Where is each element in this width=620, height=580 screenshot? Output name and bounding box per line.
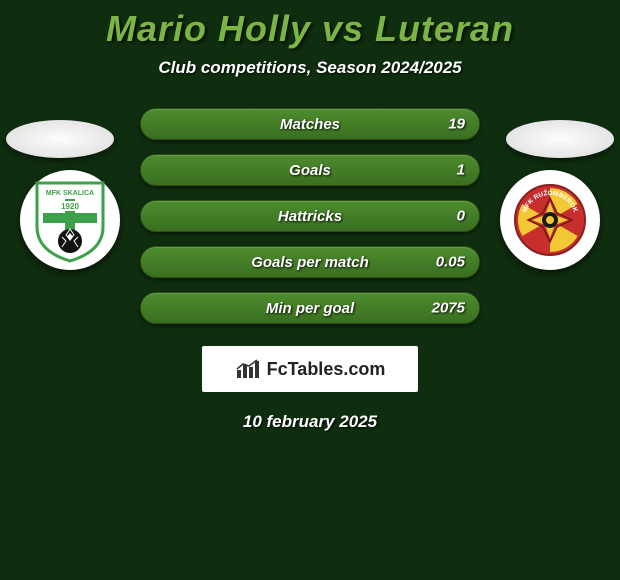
player-silhouette-left [6,120,114,158]
branding-text: FcTables.com [267,359,386,380]
subtitle: Club competitions, Season 2024/2025 [158,58,461,78]
stat-row: Min per goal 2075 [140,292,480,324]
stat-value: 0.05 [436,254,465,271]
stat-value: 1 [457,162,465,179]
svg-text:1920: 1920 [61,202,79,211]
footer-date: 10 february 2025 [243,412,377,432]
stat-row: Goals 1 [140,154,480,186]
stats-block: Matches 19 Goals 1 Hattricks 0 Goals per… [140,108,480,324]
stat-label: Min per goal [266,300,354,317]
comparison-card: Mario Holly vs Luteran Club competitions… [0,0,620,580]
stat-row: Hattricks 0 [140,200,480,232]
crest-ruzomberok-icon: MFK RUŽOMBEROK [513,183,587,257]
stat-label: Matches [280,116,340,133]
page-title: Mario Holly vs Luteran [106,8,514,50]
stat-value: 19 [448,116,465,133]
stat-label: Hattricks [278,208,342,225]
stat-value: 2075 [432,300,465,317]
svg-text:MFK SKALICA: MFK SKALICA [46,190,94,197]
bar-chart-icon [235,358,261,380]
stat-value: 0 [457,208,465,225]
stat-label: Goals [289,162,331,179]
stat-row: Goals per match 0.05 [140,246,480,278]
stat-label: Goals per match [251,254,369,271]
club-badge-right: MFK RUŽOMBEROK [500,170,600,270]
crest-skalica-icon: MFK SKALICA 1920 [33,177,107,263]
branding-box: FcTables.com [202,346,418,392]
player-silhouette-right [506,120,614,158]
club-badge-left: MFK SKALICA 1920 [20,170,120,270]
stat-row: Matches 19 [140,108,480,140]
